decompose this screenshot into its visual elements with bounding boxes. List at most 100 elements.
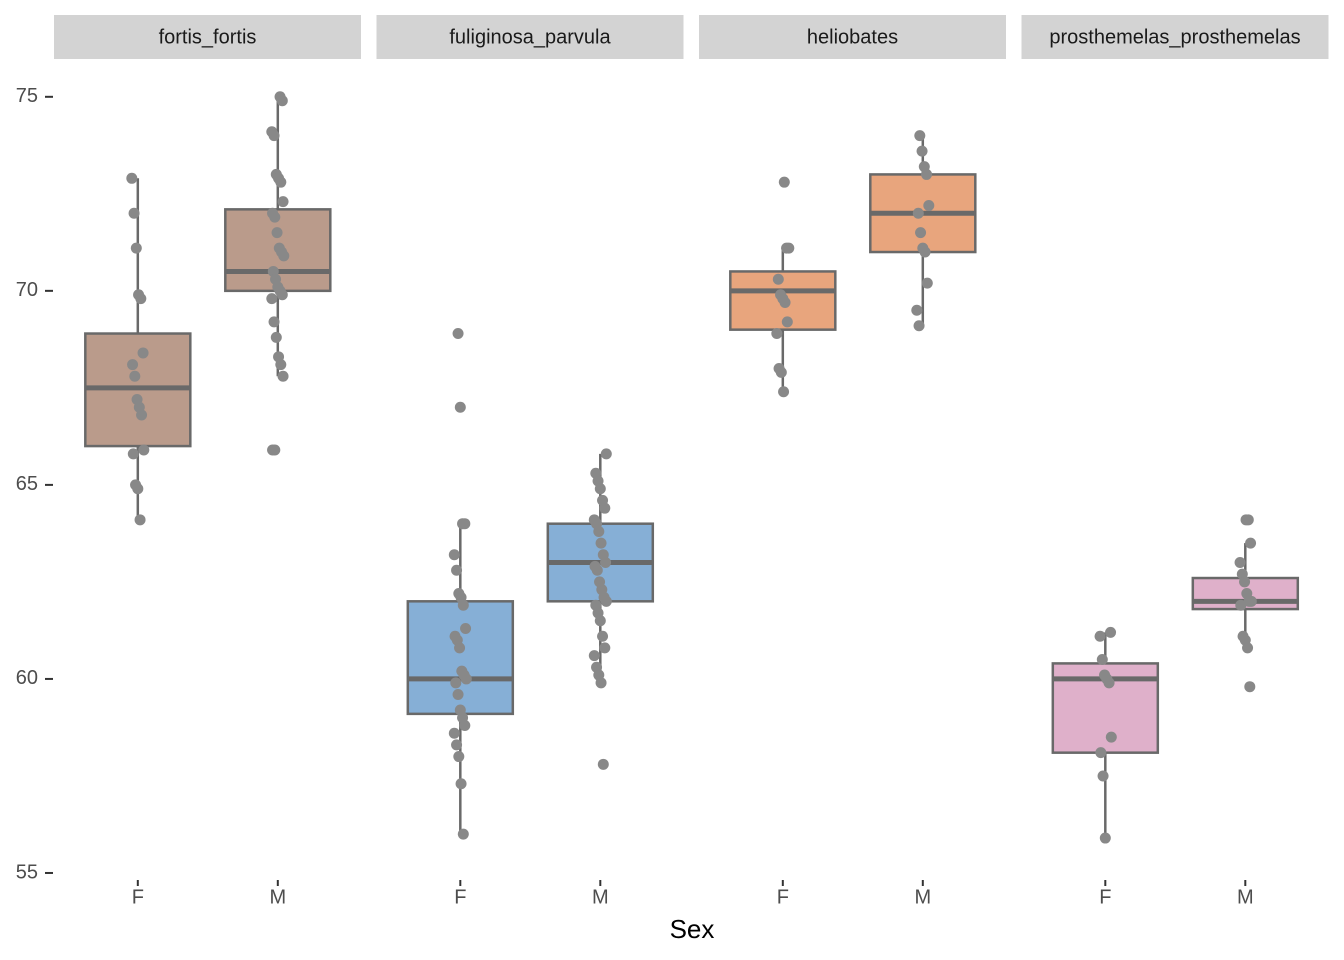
point: [912, 207, 924, 219]
point: [128, 207, 140, 219]
point: [1245, 537, 1257, 549]
point: [1097, 770, 1109, 782]
point: [783, 242, 795, 254]
point: [1239, 576, 1251, 588]
y-tick-label: 55: [16, 861, 38, 883]
strip-label: fuliginosa_parvula: [449, 26, 611, 48]
point: [778, 176, 790, 188]
point: [453, 751, 465, 763]
point: [1096, 654, 1108, 666]
point: [1235, 599, 1247, 611]
x-tick-label: F: [1099, 886, 1111, 908]
x-tick-label: M: [592, 886, 609, 908]
point: [276, 289, 288, 301]
point: [923, 199, 935, 211]
y-tick-label: 75: [16, 85, 38, 107]
y-tick-label: 60: [16, 667, 38, 689]
point: [132, 483, 144, 495]
point: [137, 347, 149, 359]
point: [600, 557, 612, 569]
point: [1234, 557, 1246, 569]
point: [275, 176, 287, 188]
point: [450, 677, 462, 689]
point: [277, 196, 289, 208]
point: [771, 328, 783, 340]
point: [781, 316, 793, 328]
point: [916, 145, 928, 157]
point: [459, 518, 471, 530]
point: [921, 277, 933, 289]
point: [1105, 731, 1117, 743]
point: [595, 537, 607, 549]
point: [600, 595, 612, 607]
point: [451, 739, 463, 751]
point: [271, 227, 283, 239]
x-tick-label: F: [777, 886, 789, 908]
point: [268, 316, 280, 328]
point: [127, 359, 139, 371]
point: [591, 564, 603, 576]
point: [1245, 595, 1257, 607]
point: [276, 95, 288, 107]
point: [266, 293, 278, 305]
strip: [54, 15, 361, 59]
point: [778, 386, 790, 398]
point: [1242, 514, 1254, 526]
point: [599, 502, 611, 514]
x-tick-label: M: [1237, 886, 1254, 908]
point: [135, 293, 147, 305]
point: [268, 130, 280, 142]
point: [129, 370, 141, 382]
point: [588, 650, 600, 662]
point: [1244, 681, 1256, 693]
x-tick-label: M: [269, 886, 286, 908]
point: [457, 599, 469, 611]
strip-label: prosthemelas_prosthemelas: [1049, 26, 1300, 48]
point: [459, 720, 471, 732]
point: [454, 401, 466, 413]
point: [1099, 832, 1111, 844]
point: [127, 448, 139, 460]
point: [1242, 642, 1254, 654]
strip: [376, 15, 684, 59]
point: [911, 304, 923, 316]
point: [921, 168, 933, 180]
point: [597, 630, 609, 642]
point: [597, 758, 609, 770]
point: [460, 673, 472, 685]
point: [1094, 630, 1106, 642]
point: [275, 359, 287, 371]
point: [1103, 677, 1115, 689]
point: [278, 250, 290, 262]
point: [1105, 626, 1117, 638]
point: [134, 514, 146, 526]
point: [595, 677, 607, 689]
point: [448, 549, 460, 561]
y-tick-label: 65: [16, 473, 38, 495]
point: [600, 448, 612, 460]
point: [448, 727, 460, 739]
strip: [1021, 15, 1329, 59]
x-axis-label: Sex: [670, 914, 715, 944]
point: [919, 246, 931, 258]
point: [452, 328, 464, 340]
point: [779, 296, 791, 308]
point: [913, 320, 925, 332]
point: [460, 622, 472, 634]
point: [451, 564, 463, 576]
point: [136, 409, 148, 421]
point: [455, 778, 467, 790]
point: [599, 642, 611, 654]
x-tick-label: F: [132, 886, 144, 908]
point: [772, 273, 784, 285]
point: [775, 366, 787, 378]
strip-label: heliobates: [807, 26, 898, 48]
strip-label: fortis_fortis: [159, 26, 257, 48]
point: [915, 227, 927, 239]
point: [126, 172, 138, 184]
point: [593, 525, 605, 537]
point: [594, 483, 606, 495]
point: [1095, 747, 1107, 759]
point: [269, 211, 281, 223]
